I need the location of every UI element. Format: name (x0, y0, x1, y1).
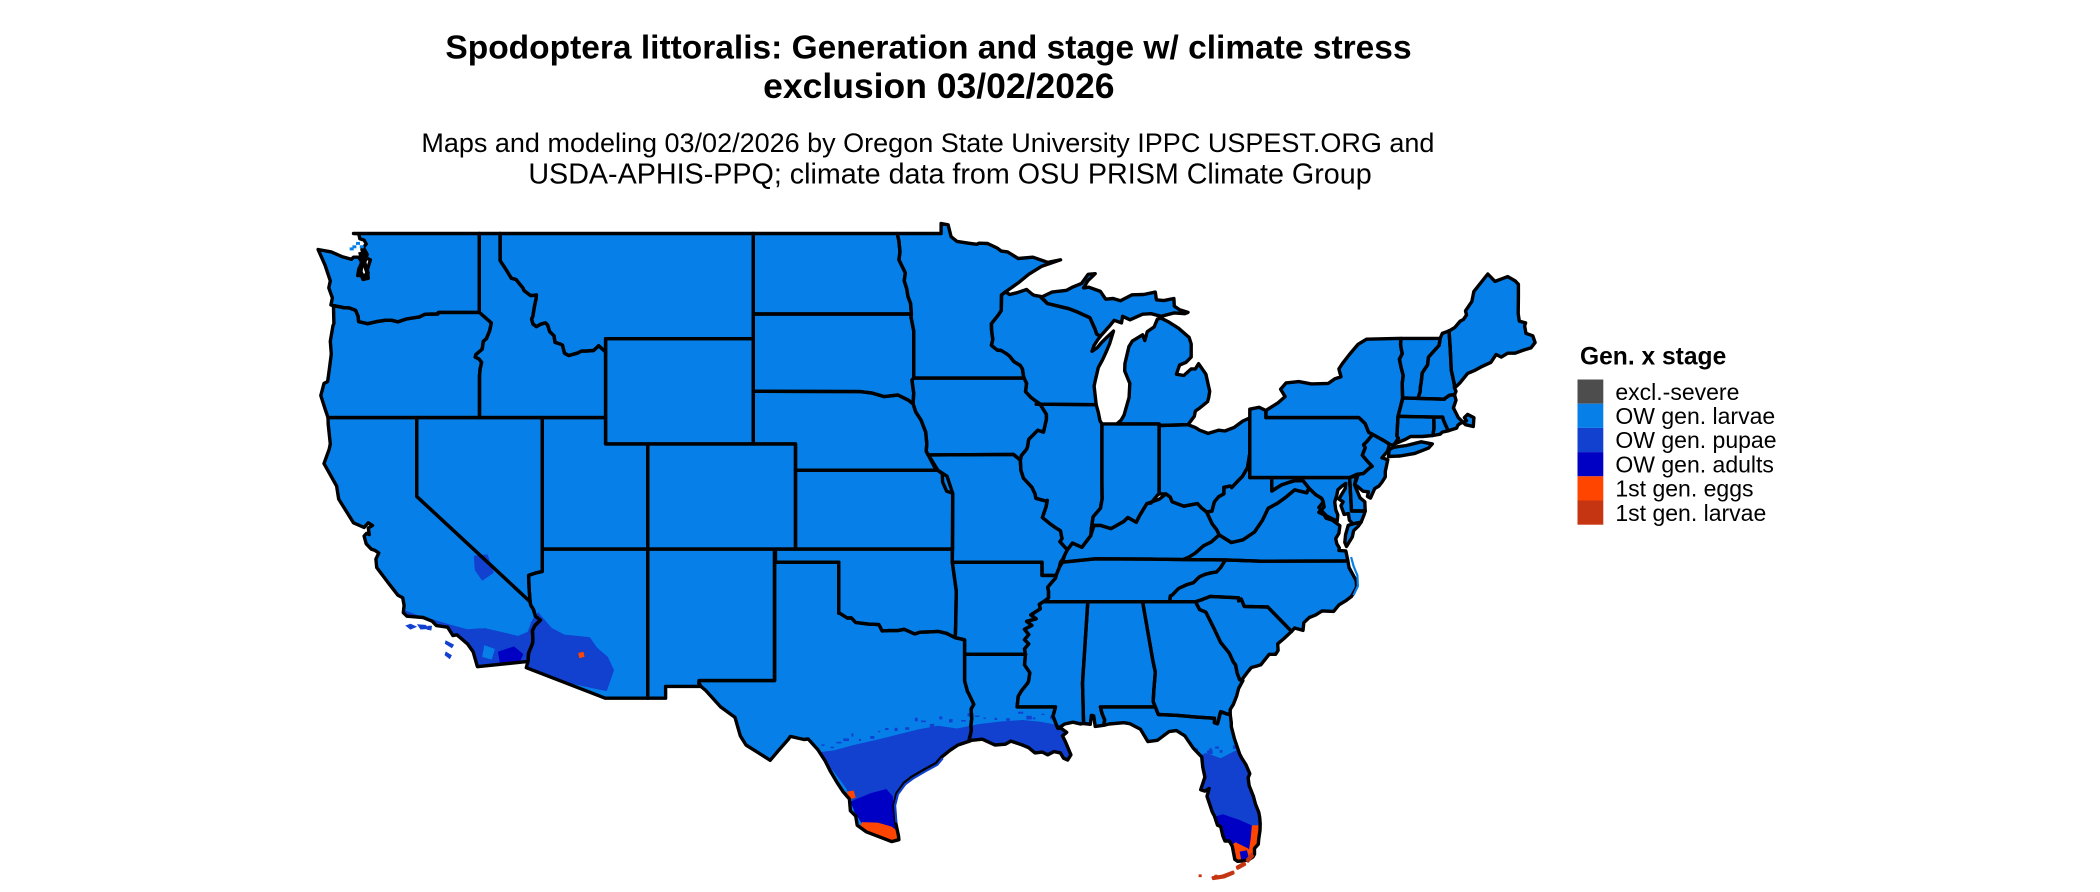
svg-text:exclusion 03/02/2026: exclusion 03/02/2026 (763, 66, 1114, 106)
svg-text:1st gen. eggs: 1st gen. eggs (1615, 476, 1753, 502)
svg-text:OW gen. pupae: OW gen. pupae (1615, 427, 1776, 453)
svg-text:Spodoptera littoralis: Generat: Spodoptera littoralis: Generation and st… (445, 30, 1411, 67)
svg-text:OW gen. adults: OW gen. adults (1615, 451, 1774, 477)
svg-text:Maps and modeling 03/02/2026 b: Maps and modeling 03/02/2026 by Oregon S… (421, 128, 1434, 158)
svg-text:1st gen. larvae: 1st gen. larvae (1615, 500, 1766, 526)
svg-text:USDA-APHIS-PPQ; climate data f: USDA-APHIS-PPQ; climate data from OSU PR… (528, 159, 1371, 191)
svg-text:excl.-severe: excl.-severe (1615, 379, 1739, 405)
svg-text:Gen. x stage: Gen. x stage (1580, 344, 1726, 371)
svg-text:OW gen. larvae: OW gen. larvae (1615, 403, 1775, 429)
